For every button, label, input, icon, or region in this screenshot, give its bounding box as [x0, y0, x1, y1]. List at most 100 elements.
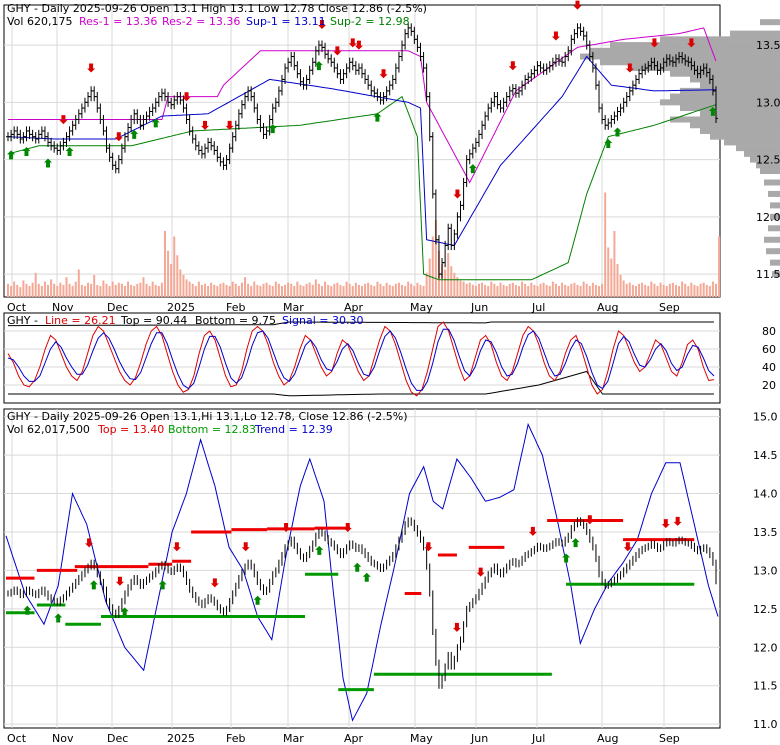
profile-bar: [700, 127, 780, 134]
volume-bar: [302, 286, 305, 297]
volume-bar: [428, 258, 431, 297]
trend-x-tick-label: May: [410, 732, 433, 745]
volume-bar: [401, 284, 404, 297]
volume-bar: [77, 269, 80, 297]
trend-plot-frame: [3, 408, 721, 729]
volume-bar: [173, 236, 176, 297]
trend-buy-arrow: [362, 572, 371, 582]
volume-bar: [136, 283, 139, 297]
sell-arrow: [354, 40, 363, 50]
volume-bar: [225, 284, 228, 297]
volume-bar: [68, 283, 71, 297]
sell-arrow: [573, 0, 582, 10]
sell-arrow: [333, 46, 342, 56]
volume-bar: [693, 284, 696, 297]
volume-bar: [71, 286, 74, 297]
oscillator-top-band: [8, 321, 714, 327]
volume-bar: [22, 280, 25, 297]
trend-sell-arrow: [528, 526, 537, 536]
volume-bar: [674, 284, 677, 297]
volume-bar: [364, 283, 367, 297]
volume-bar: [456, 277, 459, 297]
volume-bar: [231, 281, 234, 297]
trend-sell-arrow: [424, 542, 433, 552]
trend-blue-line: [5, 422, 719, 722]
profile-bar: [670, 116, 780, 123]
volume-bar: [43, 281, 46, 297]
profile-bar: [660, 36, 780, 43]
volume-bar: [259, 286, 262, 297]
trend-y-tick-label: 14.5: [753, 449, 778, 462]
trend-y-tick-label: 12.5: [753, 603, 778, 616]
volume-bar: [404, 286, 407, 297]
volume-bar: [530, 282, 533, 297]
sell-arrow: [87, 63, 96, 73]
volume-bar: [388, 284, 391, 297]
volume-bar: [197, 281, 200, 297]
oscillator-plot-frame: [3, 312, 721, 404]
volume-bar: [154, 284, 157, 297]
volume-bar: [459, 280, 462, 297]
sell-arrow: [650, 38, 659, 48]
volume-bar: [370, 284, 373, 297]
volume-bar: [80, 284, 83, 297]
volume-bar: [179, 269, 182, 297]
volume-bar: [10, 286, 13, 297]
profile-bar: [736, 145, 780, 152]
volume-bar: [145, 283, 148, 297]
volume-bar: [579, 286, 582, 297]
volume-bar: [634, 286, 637, 297]
volume-bar: [373, 286, 376, 297]
volume-bar: [653, 283, 656, 297]
oscillator-header-top: Top = 90.44: [120, 314, 187, 327]
volume-bar: [444, 269, 447, 297]
buy-arrow: [7, 150, 16, 160]
trend-x-tick-label: Jul: [531, 732, 545, 745]
volume-bar: [367, 282, 370, 297]
trend-y-tick-label: 11.0: [753, 718, 778, 731]
volume-bar: [690, 282, 693, 297]
volume-bar: [505, 286, 508, 297]
trend-sell-arrow: [452, 622, 461, 632]
buy-arrow: [268, 124, 277, 134]
volume-bar: [50, 279, 53, 297]
buy-arrow: [130, 129, 139, 139]
profile-bar: [770, 213, 780, 220]
volume-bar: [416, 282, 419, 297]
volume-bar: [105, 283, 108, 297]
volume-bar: [628, 282, 631, 297]
volume-bar: [687, 286, 690, 297]
trend-buy-arrow: [158, 580, 167, 590]
volume-bar: [379, 283, 382, 297]
trend-header-vol: Vol 62,017,500: [7, 423, 90, 436]
volume-bar: [548, 286, 551, 297]
volume-bar: [524, 283, 527, 297]
trend-y-tick-label: 15.0: [753, 411, 778, 424]
volume-bar: [83, 286, 86, 297]
profile-bar: [680, 87, 780, 94]
buy-arrow: [314, 61, 323, 71]
oscillator-line: [7, 321, 715, 397]
trend-sell-arrow: [115, 576, 124, 586]
trend-y-axis: 15.0 14.5 14.0 13.5 13.0 12.5 12.0 11.5 11.0: [753, 411, 778, 731]
volume-bar: [53, 283, 56, 297]
volume-bar: [471, 284, 474, 297]
profile-bar: [670, 70, 780, 77]
volume-bar: [385, 282, 388, 297]
trend-sell-arrow: [85, 538, 94, 548]
volume-bar: [659, 282, 662, 297]
trend-buy-arrow: [54, 613, 63, 623]
volume-bar: [311, 284, 314, 297]
price-y-tick-label: 13.0: [756, 96, 780, 109]
volume-bar: [37, 283, 40, 297]
volume-bar: [413, 286, 416, 297]
volume-bar: [598, 286, 601, 297]
volume-bar: [348, 283, 351, 297]
volume-bar: [234, 283, 237, 297]
volume-bar: [576, 284, 579, 297]
volume-bar: [87, 282, 90, 297]
volume-bar: [47, 284, 50, 297]
volume-bar: [253, 281, 256, 297]
volume-bar: [296, 281, 299, 297]
sell-arrow: [508, 61, 517, 71]
